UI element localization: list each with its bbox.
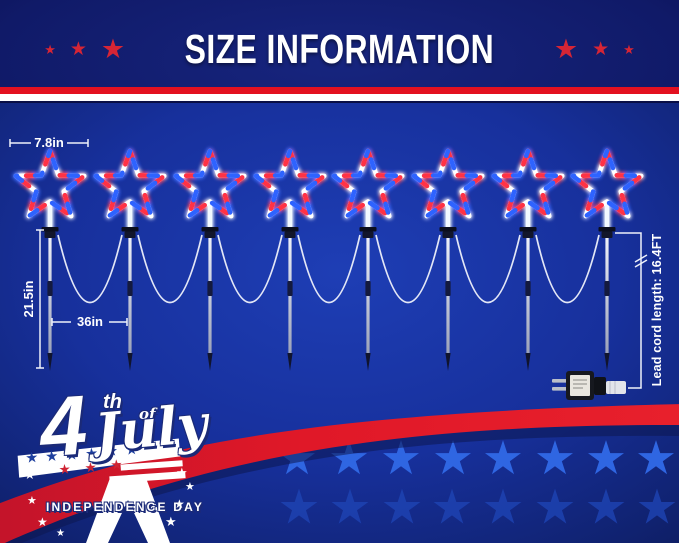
divider-stripe-red bbox=[0, 87, 679, 94]
header-star-icon: ★ bbox=[623, 42, 635, 57]
spacing-dimension-line bbox=[51, 318, 128, 326]
header: ★ ★ ★ SIZE INFORMATION ★ ★ ★ bbox=[0, 0, 679, 87]
page-title: SIZE INFORMATION bbox=[184, 26, 495, 72]
logo-graphic bbox=[17, 438, 186, 543]
logo-scatter-star-icon: ★ bbox=[176, 465, 188, 480]
logo-scatter-star-icon: ★ bbox=[185, 481, 195, 493]
star-stake-lights bbox=[16, 151, 641, 371]
header-star-icon: ★ bbox=[553, 34, 579, 64]
divider-stripe-dark bbox=[0, 101, 679, 103]
header-star-icon: ★ bbox=[592, 39, 610, 60]
measurement-lines bbox=[9, 139, 648, 389]
logo-scatter-star-icon: ★ bbox=[24, 467, 36, 482]
header-star-icon: ★ bbox=[100, 34, 126, 64]
logo-star-body bbox=[86, 478, 170, 543]
stake-spacing-label: 36in bbox=[76, 314, 103, 329]
logo-scatter-star-icon: ★ bbox=[27, 495, 37, 507]
star-width-dimension-line bbox=[9, 139, 89, 147]
lead-cord-length-label: Lead cord length: 16.4FT bbox=[650, 233, 664, 387]
red-swoosh bbox=[0, 404, 679, 543]
string-wires bbox=[57, 234, 600, 304]
logo-ordinal-th: th bbox=[103, 391, 122, 413]
header-star-icon: ★ bbox=[69, 39, 87, 60]
power-plug-icon bbox=[552, 371, 626, 400]
logo-scatter-star-icon: ★ bbox=[174, 497, 185, 511]
logo-scatter-star-icon: ★ bbox=[147, 528, 156, 539]
logo-flag-banner bbox=[17, 438, 181, 478]
logo-scatter-star-icon: ★ bbox=[165, 514, 177, 529]
logo-of: of bbox=[139, 405, 156, 423]
star-width-label: 7.8in bbox=[34, 135, 64, 150]
lead-cord-bracket-line bbox=[615, 232, 642, 389]
bg-star-row-dim bbox=[280, 488, 676, 524]
logo-scatter-star-icon: ★ bbox=[37, 515, 48, 529]
stake-height-dimension-line bbox=[36, 229, 44, 369]
header-star-icon: ★ bbox=[44, 42, 56, 57]
break-mark bbox=[634, 254, 648, 268]
logo-independence-day: INDEPENDENCE DAY bbox=[46, 500, 205, 514]
logo-month-july: July bbox=[92, 393, 210, 464]
logo-number-4: 4 bbox=[36, 377, 90, 475]
divider-stripe-white bbox=[0, 94, 679, 101]
stake-height-label: 21.5in bbox=[21, 280, 36, 318]
logo-scatter-star-icon: ★ bbox=[56, 528, 65, 539]
